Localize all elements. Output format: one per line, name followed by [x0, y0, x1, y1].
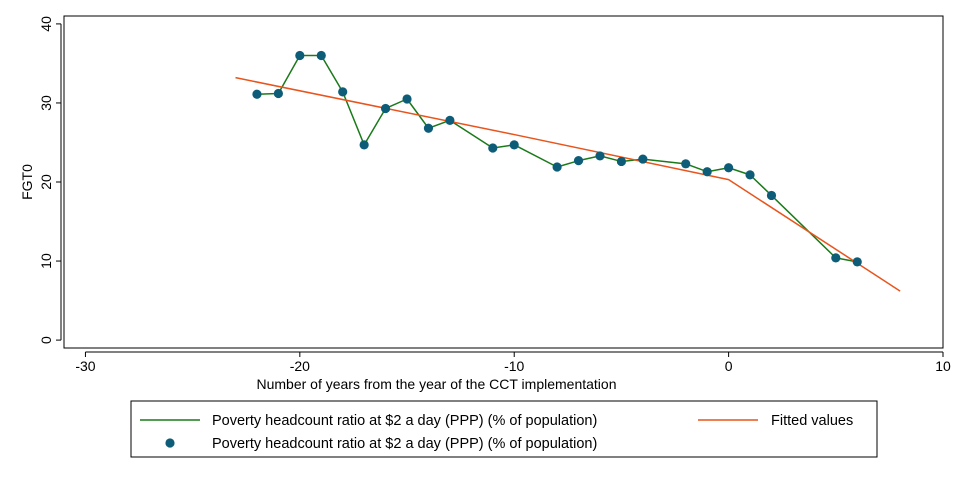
data-point [766, 190, 777, 201]
x-axis-title: Number of years from the year of the CCT… [256, 376, 616, 392]
y-tick-label: 40 [38, 16, 54, 32]
legend-label-poverty-markers: Poverty headcount ratio at $2 a day (PPP… [212, 436, 597, 452]
data-point [724, 163, 734, 173]
x-tick-label: 10 [935, 358, 951, 374]
data-point [380, 103, 391, 114]
data-point [445, 115, 455, 125]
data-point [702, 167, 712, 177]
data-point [595, 151, 605, 161]
x-tick-label: 0 [725, 358, 733, 374]
legend-label-fitted: Fitted values [771, 413, 853, 429]
data-point [616, 156, 627, 167]
y-tick-label: 30 [38, 95, 54, 111]
data-point [338, 87, 348, 97]
data-point [316, 50, 326, 61]
x-tick-label: -10 [504, 358, 524, 374]
legend: Poverty headcount ratio at $2 a day (PPP… [130, 400, 878, 458]
data-point [509, 140, 519, 150]
plot-area: -30 -20 -10 0 10 0 10 20 30 40 Number of years fro… [19, 15, 951, 392]
plot-frame [63, 15, 944, 349]
data-point [681, 159, 691, 169]
data-point [402, 94, 412, 104]
data-point [295, 50, 305, 61]
x-tick-label: -30 [75, 358, 95, 374]
data-point [831, 253, 841, 263]
legend-marker-swatch-poverty [165, 438, 175, 448]
data-point [852, 257, 862, 267]
y-tick-label: 20 [38, 174, 54, 190]
data-point [573, 156, 584, 166]
data-point [745, 170, 755, 180]
data-point [423, 123, 434, 133]
data-point [273, 88, 283, 99]
y-axis-title: FGT0 [19, 164, 35, 200]
y-tick-label: 0 [38, 336, 54, 344]
legend-label-poverty-line: Poverty headcount ratio at $2 a day (PPP… [212, 413, 597, 429]
data-point [359, 140, 369, 150]
legend-box [130, 400, 878, 458]
data-point [488, 143, 498, 153]
data-point [638, 154, 648, 164]
y-tick-label: 10 [38, 253, 54, 269]
data-point [552, 162, 562, 172]
data-point [252, 89, 262, 99]
x-tick-label: -20 [290, 358, 310, 374]
